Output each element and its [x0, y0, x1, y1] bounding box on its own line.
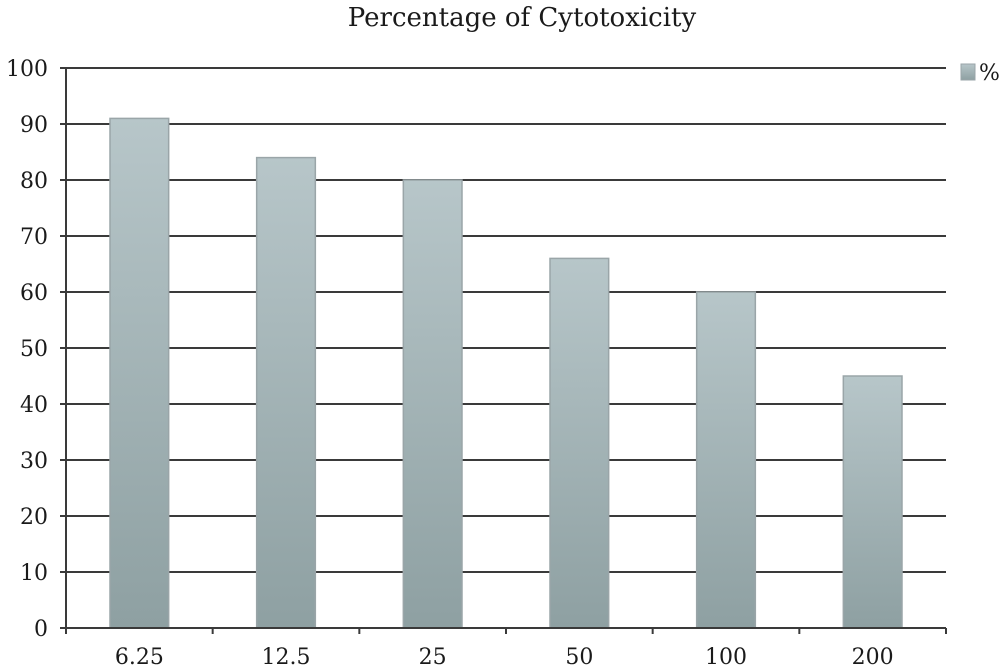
y-tick-label: 70	[20, 225, 48, 250]
x-tick-label: 100	[705, 645, 747, 670]
y-tick-label: 80	[20, 169, 48, 194]
y-tick-label: 100	[6, 57, 48, 82]
chart-title: Percentage of Cytotoxicity	[348, 3, 697, 33]
y-tick-label: 50	[20, 337, 48, 362]
x-tick-label: 200	[852, 645, 894, 670]
bar	[842, 375, 903, 629]
y-tick-label: 60	[20, 281, 48, 306]
y-tick-label: 30	[20, 449, 48, 474]
y-tick-label: 90	[20, 113, 48, 138]
y-tick-label: 20	[20, 505, 48, 530]
legend-label: %	[979, 61, 1000, 86]
y-tick-label: 0	[34, 617, 48, 642]
x-tick-label: 12.5	[262, 645, 311, 670]
bar	[402, 179, 463, 629]
gridlines	[66, 67, 946, 573]
legend-swatch	[960, 63, 976, 81]
bar	[549, 257, 610, 629]
bar	[109, 117, 170, 629]
legend: %	[960, 61, 1000, 86]
y-tick-label: 40	[20, 393, 48, 418]
x-tick-label: 6.25	[115, 645, 164, 670]
bar	[695, 291, 757, 629]
x-tick-label: 50	[565, 645, 593, 670]
bar	[255, 156, 317, 629]
x-tick-label: 25	[419, 645, 447, 670]
y-tick-label: 10	[20, 561, 48, 586]
bars	[109, 117, 903, 629]
axes: 0 10 20 30 40 50 60 70 80 90 100 6.25 12.5 25 50 100 200	[6, 57, 947, 670]
